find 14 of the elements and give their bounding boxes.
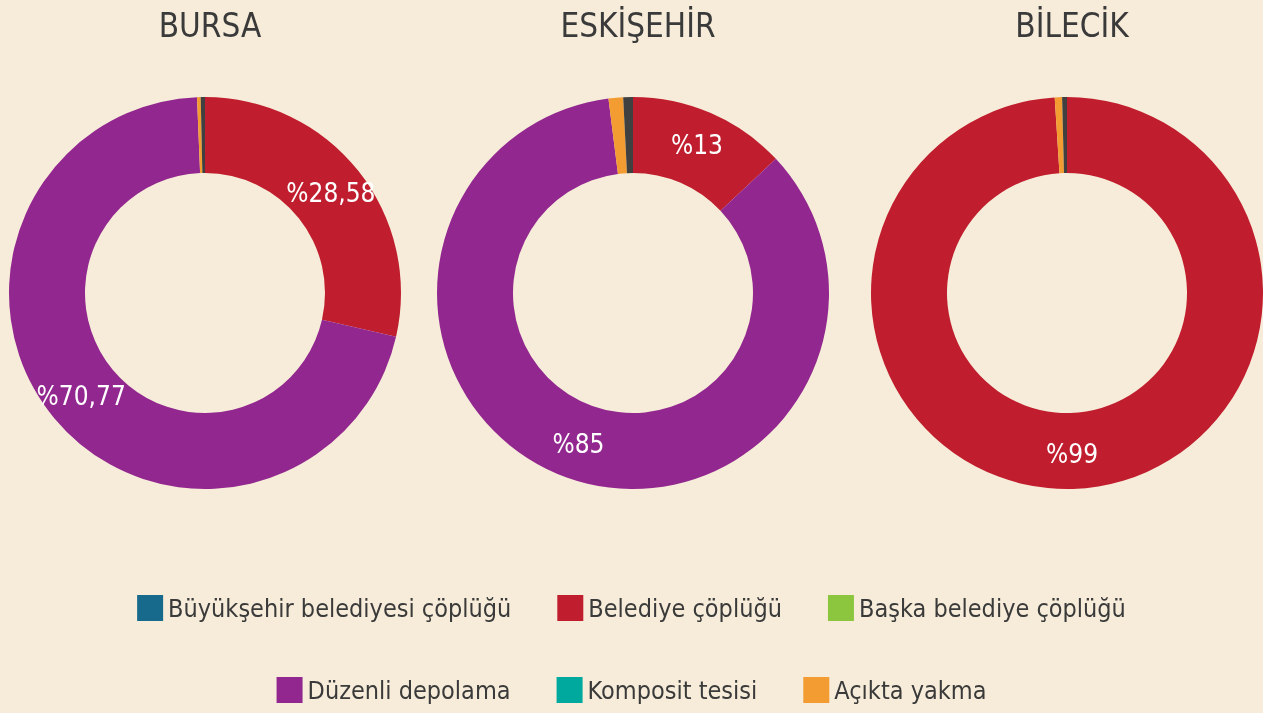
data-label: %70,77 — [36, 380, 126, 411]
data-label: %99 — [1046, 438, 1099, 469]
legend-label: Büyükşehir belediyesi çöplüğü — [168, 593, 512, 623]
legend-label: Açıkta yakma — [834, 675, 987, 705]
data-label: %85 — [552, 429, 605, 460]
legend-label: Düzenli depolama — [307, 675, 511, 705]
slice-label: ESKİŞEHİR — [560, 6, 716, 45]
data-label: %28,58 — [286, 177, 376, 208]
data-label: %13 — [670, 130, 723, 161]
slice-label: BİLECİK — [1015, 6, 1131, 45]
legend-label: Komposit tesisi — [587, 675, 758, 705]
slice-label: BURSA — [158, 6, 262, 45]
legend-label: Başka belediye çöplüğü — [858, 593, 1126, 623]
legend-label: Belediye çöplüğü — [588, 593, 782, 623]
